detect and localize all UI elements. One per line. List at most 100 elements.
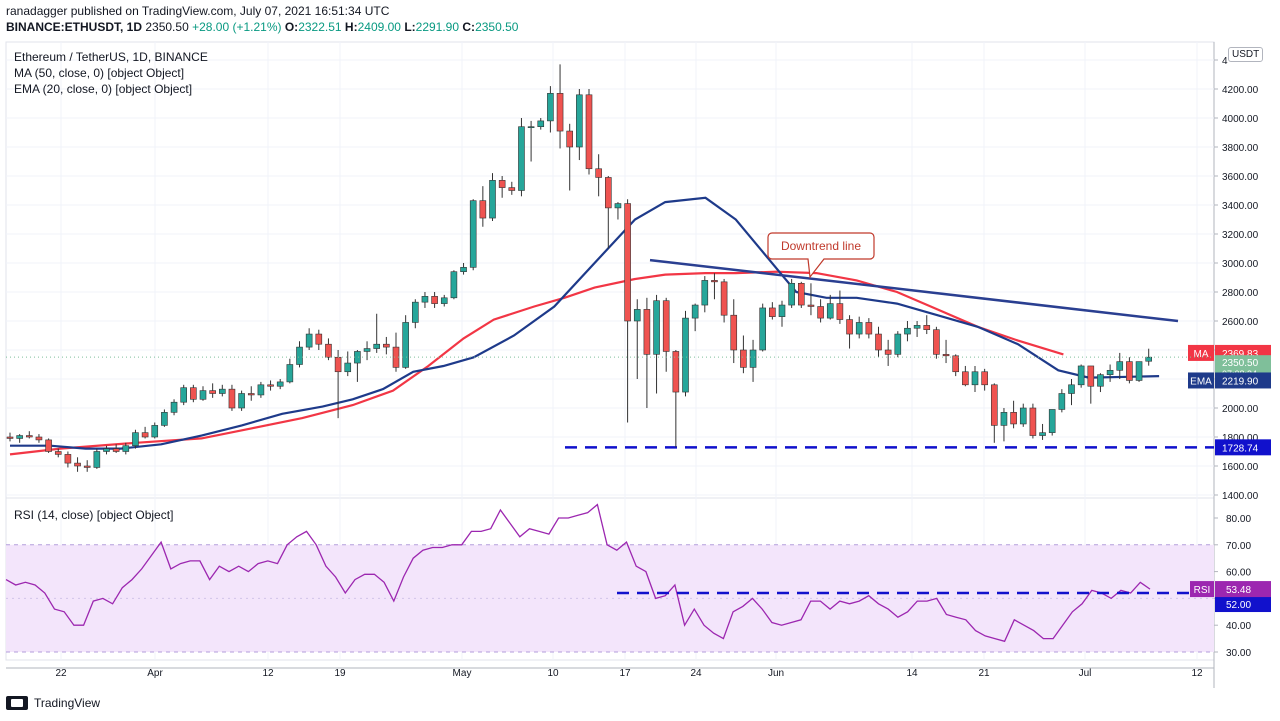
- price-tick-label: 2000.00: [1222, 404, 1259, 415]
- candle-body: [267, 384, 274, 387]
- candle-body: [74, 462, 81, 467]
- candle-body: [990, 384, 998, 426]
- candle-body: [875, 333, 882, 351]
- candle: [884, 339, 892, 366]
- rsi-tick-label: 80.00: [1226, 514, 1251, 525]
- candle: [363, 341, 371, 361]
- time-tick-label: 12: [1191, 668, 1203, 679]
- candle: [788, 278, 795, 308]
- high-label: H:: [344, 20, 358, 34]
- candle: [749, 339, 757, 382]
- candle: [1145, 348, 1152, 366]
- candle: [952, 354, 960, 377]
- candle-body: [556, 93, 564, 132]
- ohlc-line: BINANCE:ETHUSDT, 1D 2350.50 +28.00 (+1.2…: [6, 20, 518, 34]
- candle-body: [865, 322, 873, 335]
- candle-body: [740, 349, 747, 368]
- candle: [440, 294, 448, 307]
- candle-body: [952, 355, 960, 373]
- candle: [585, 89, 593, 175]
- time-tick-label: 12: [262, 668, 274, 679]
- candle-body: [749, 349, 757, 368]
- rsi-tick-label: 60.00: [1226, 568, 1251, 579]
- candle: [450, 270, 458, 300]
- candle: [489, 173, 496, 221]
- candle: [942, 339, 950, 364]
- candle-body: [103, 448, 110, 452]
- support-badge-bg: [1215, 439, 1271, 456]
- candle: [547, 86, 554, 133]
- candle-body: [566, 130, 574, 148]
- candle-body: [691, 304, 699, 319]
- time-tick-label: 19: [334, 668, 346, 679]
- candle-body: [440, 297, 448, 304]
- candle-body: [720, 281, 728, 316]
- candle-body: [759, 307, 767, 351]
- rsi-level-badge-bg: [1215, 596, 1271, 613]
- candle-body: [547, 93, 554, 122]
- price-tick-label: 4200.00: [1222, 85, 1259, 96]
- candle-body: [797, 282, 805, 306]
- candle: [469, 199, 477, 271]
- candle: [45, 438, 52, 453]
- support-badge: 1728.74: [1222, 443, 1259, 454]
- candle-body: [25, 435, 33, 438]
- candle-body: [682, 317, 689, 393]
- candle: [1010, 400, 1017, 429]
- time-tick-label: Apr: [147, 668, 163, 679]
- last-price-badge: 2350.50: [1222, 358, 1259, 369]
- candle: [720, 278, 728, 323]
- candle: [604, 176, 612, 249]
- candle-body: [508, 187, 516, 191]
- close-label: C:: [462, 20, 476, 34]
- candle-body: [373, 343, 381, 349]
- candle: [759, 303, 767, 352]
- candle: [990, 383, 998, 443]
- candle-body: [238, 393, 245, 409]
- downtrend-callout: Downtrend line: [767, 232, 875, 279]
- candle-body: [93, 451, 101, 468]
- candle-body: [643, 309, 651, 355]
- candle: [54, 448, 62, 458]
- candle: [826, 294, 834, 320]
- candle: [460, 263, 467, 275]
- rsi-value-badge-bg: [1215, 581, 1271, 598]
- candle: [83, 460, 91, 472]
- candle: [971, 365, 979, 393]
- candle: [257, 381, 265, 398]
- candle-body: [633, 309, 641, 322]
- candle-body: [276, 381, 284, 387]
- candle: [151, 422, 159, 439]
- price-tick-label: 3800.00: [1222, 143, 1259, 154]
- candle-body: [344, 362, 352, 373]
- candle-body: [296, 346, 303, 365]
- candle-body: [653, 300, 660, 355]
- candle-body: [122, 445, 130, 452]
- candle-body: [971, 371, 979, 386]
- candle: [769, 302, 776, 320]
- candle-body: [83, 465, 91, 468]
- candle-body: [730, 314, 738, 351]
- candle-body: [354, 351, 361, 364]
- candle-body: [498, 180, 506, 188]
- time-tick-label: Jun: [768, 668, 784, 679]
- price-tick-label: 1600.00: [1222, 462, 1259, 473]
- candle: [537, 118, 545, 130]
- candle-body: [778, 304, 786, 317]
- ma-price-badge: 2369.83: [1222, 349, 1259, 360]
- candle-body: [913, 325, 921, 329]
- candle-body: [161, 412, 168, 426]
- candle-body: [1029, 407, 1037, 436]
- candle-body: [16, 435, 23, 439]
- candle-body: [1126, 361, 1133, 381]
- candle: [778, 300, 786, 327]
- candle: [1135, 361, 1143, 382]
- candle: [74, 457, 81, 472]
- legend-title: Ethereum / TetherUS, 1D, BINANCE: [14, 50, 208, 64]
- candle: [1029, 403, 1037, 439]
- candle-body: [247, 393, 255, 396]
- candle: [431, 292, 438, 308]
- candle-body: [981, 371, 988, 386]
- currency-badge[interactable]: USDT: [1228, 47, 1264, 62]
